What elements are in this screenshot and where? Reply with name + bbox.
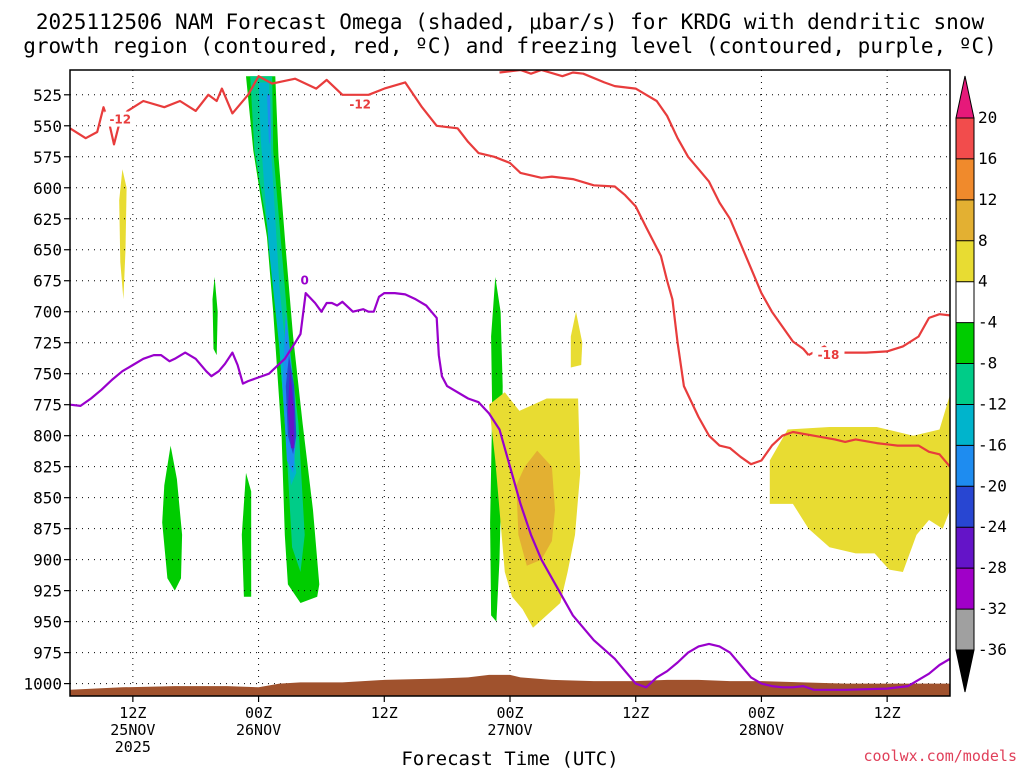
credit-text: coolwx.com/models bbox=[863, 747, 1017, 765]
omega-region bbox=[241, 472, 252, 597]
colorbar-label: -8 bbox=[978, 354, 997, 373]
colorbar-swatch bbox=[956, 527, 974, 569]
x-tick-label: 00Z bbox=[496, 704, 523, 722]
colorbar-swatch bbox=[956, 404, 974, 446]
y-tick-label: 900 bbox=[33, 551, 62, 570]
colorbar-label: 4 bbox=[978, 272, 988, 291]
terrain-fill bbox=[70, 674, 950, 696]
colorbar-under-arrow bbox=[955, 649, 975, 693]
omega-storm-region bbox=[287, 367, 295, 449]
y-axis-ticks: 525 550 575 600 625 650 675 700 725 750 775 800 825 8… bbox=[23, 86, 70, 694]
colorbar-label: 8 bbox=[978, 231, 988, 250]
colorbar-swatch bbox=[956, 199, 974, 242]
omega-region bbox=[516, 450, 555, 566]
y-tick-label: 1000 bbox=[23, 675, 62, 694]
y-tick-label: 700 bbox=[33, 303, 62, 322]
colorbar-swatch bbox=[956, 609, 974, 651]
purple-contour-label: 0 bbox=[300, 274, 308, 288]
contour-label-background bbox=[104, 111, 137, 127]
colorbar-swatch bbox=[956, 240, 974, 283]
y-tick-label: 950 bbox=[33, 613, 62, 632]
colorbar-swatch bbox=[956, 118, 974, 160]
red-contour-line bbox=[499, 70, 810, 356]
y-tick-label: 875 bbox=[33, 520, 62, 539]
contour-label-background bbox=[298, 273, 311, 287]
colorbar-label: 12 bbox=[978, 190, 997, 209]
colorbar-label: -32 bbox=[978, 599, 1007, 618]
red-contour-label: -12 bbox=[349, 98, 371, 112]
colorbar-swatch bbox=[956, 363, 974, 405]
y-tick-label: 525 bbox=[33, 86, 62, 105]
grid-lines bbox=[70, 70, 950, 696]
colorbar-label: -28 bbox=[978, 558, 1007, 577]
colorbar-label: -24 bbox=[978, 517, 1007, 536]
y-tick-label: 550 bbox=[33, 117, 62, 136]
red-contour-label: -18 bbox=[818, 348, 840, 362]
y-tick-label: 650 bbox=[33, 241, 62, 260]
colorbar-label: -4 bbox=[978, 313, 997, 332]
plot-area: -12 -12 -18 0 bbox=[70, 70, 950, 696]
x-tick-label: 00Z bbox=[245, 704, 272, 722]
y-tick-label: 975 bbox=[33, 644, 62, 663]
colorbar-label: -12 bbox=[978, 394, 1007, 413]
colorbar-label: 20 bbox=[978, 108, 997, 127]
omega-region bbox=[162, 445, 183, 591]
y-tick-label: 775 bbox=[33, 396, 62, 415]
colorbar: 20 16 12 8 4 -4 -8 -12 -16 -20 -24 -28 -32 -36 bbox=[955, 75, 1007, 693]
x-tick-label: 12Z bbox=[622, 704, 649, 722]
terrain bbox=[70, 674, 950, 696]
dendritic-growth-contours: -12 -12 -18 bbox=[70, 70, 950, 468]
colorbar-swatch bbox=[956, 445, 974, 487]
omega-shading bbox=[119, 76, 950, 628]
omega-region bbox=[769, 394, 950, 572]
colorbar-label: -20 bbox=[978, 476, 1007, 495]
x-tick-label: 12Z bbox=[371, 704, 398, 722]
contour-label-background bbox=[344, 96, 377, 112]
chart-title-line1: 2025112506 NAM Forecast Omega (shaded, μ… bbox=[36, 10, 985, 34]
colorbar-label: 16 bbox=[978, 149, 997, 168]
chart-title-line2: growth region (contoured, red, ºC) and f… bbox=[23, 34, 997, 58]
x-tick-label: 12Z bbox=[874, 704, 901, 722]
purple-contour-line bbox=[70, 292, 950, 691]
y-tick-label: 625 bbox=[33, 210, 62, 229]
omega-storm-region bbox=[267, 94, 272, 145]
x-tick-label: 12Z bbox=[119, 704, 146, 722]
x-axis-label: Forecast Time (UTC) bbox=[401, 748, 618, 768]
contour-label-background bbox=[812, 347, 845, 363]
y-tick-label: 850 bbox=[33, 489, 62, 508]
y-tick-label: 600 bbox=[33, 179, 62, 198]
red-contour-line bbox=[70, 75, 950, 468]
colorbar-swatch bbox=[956, 322, 974, 365]
colorbar-swatch bbox=[956, 486, 974, 528]
red-contour-label: -12 bbox=[109, 113, 131, 127]
x-tick-date: 27NOV bbox=[487, 721, 532, 739]
y-tick-label: 750 bbox=[33, 365, 62, 384]
y-tick-label: 800 bbox=[33, 427, 62, 446]
x-tick-date: 25NOV bbox=[110, 721, 155, 739]
y-tick-label: 725 bbox=[33, 334, 62, 353]
colorbar-over-arrow bbox=[955, 75, 975, 119]
y-tick-label: 675 bbox=[33, 272, 62, 291]
colorbar-swatch bbox=[956, 281, 974, 324]
colorbar-swatch bbox=[956, 568, 974, 610]
colorbar-swatch bbox=[956, 158, 974, 201]
colorbar-label: -36 bbox=[978, 640, 1007, 659]
colorbar-label: -16 bbox=[978, 435, 1007, 454]
y-tick-label: 575 bbox=[33, 148, 62, 167]
y-tick-label: 825 bbox=[33, 458, 62, 477]
omega-region bbox=[212, 277, 218, 356]
x-tick-date: 26NOV bbox=[236, 721, 281, 739]
freezing-level-contour: 0 bbox=[70, 273, 950, 691]
x-tick-label: 00Z bbox=[748, 704, 775, 722]
omega-region bbox=[570, 311, 583, 368]
x-tick-date: 28NOV bbox=[739, 721, 784, 739]
y-tick-label: 925 bbox=[33, 582, 62, 601]
omega-region bbox=[119, 169, 127, 300]
x-tick-year: 2025 bbox=[115, 738, 151, 756]
